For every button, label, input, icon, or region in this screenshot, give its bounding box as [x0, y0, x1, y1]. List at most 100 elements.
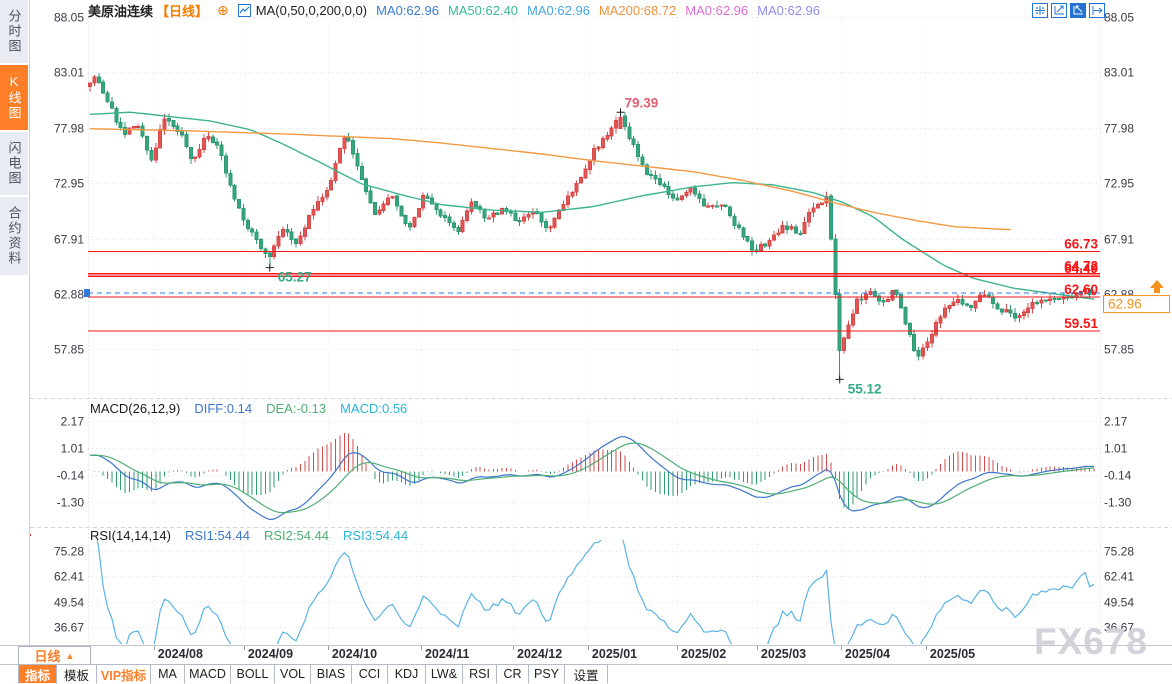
pan-right-tool-icon[interactable] — [1089, 3, 1105, 18]
ma0c-value: MA0:62.96 — [685, 2, 749, 18]
sidebar-tab-lightning[interactable]: 闪电图 — [0, 132, 28, 195]
macd-title: MACD(26,12,9) — [90, 401, 181, 416]
svg-text:72.95: 72.95 — [1104, 177, 1134, 191]
svg-text:88.05: 88.05 — [1104, 11, 1134, 25]
svg-text:36.67: 36.67 — [54, 621, 84, 635]
period-dropdown[interactable]: 日线 ▲ — [18, 646, 91, 665]
xaxis-label: 2024/11 — [424, 647, 470, 661]
svg-text:55.12: 55.12 — [848, 381, 882, 396]
zoom-in-tool-icon[interactable] — [1070, 3, 1086, 18]
last-price-tag: 62.96 — [1103, 280, 1170, 314]
svg-text:65.27: 65.27 — [278, 270, 312, 285]
xaxis-label: 2024/10 — [331, 647, 378, 661]
sidebar-tab-contract-info[interactable]: 合约资料 — [0, 197, 28, 275]
svg-text:49.54: 49.54 — [54, 596, 84, 610]
sidebar-tab-timeshare[interactable]: 分时图 — [0, 0, 28, 63]
toolbar-item-template[interactable]: 模板 — [57, 664, 97, 684]
svg-text:75.28: 75.28 — [1104, 545, 1134, 559]
rsi-title: RSI(14,14,14) — [90, 528, 171, 543]
xaxis-row: 日线 ▲ 2024/08 2024/09 2024/10 2024/11 2024/12… — [0, 645, 1172, 665]
xaxis-label: 2025/05 — [929, 647, 976, 661]
indicator-toolbar: 指标 模板 VIP指标 MA MACD BOLL VOL BIAS CCI KD… — [0, 664, 1172, 684]
ma0d-value: MA0:62.96 — [757, 2, 821, 18]
svg-text:62.88: 62.88 — [1104, 288, 1134, 302]
svg-text:75.28: 75.28 — [54, 545, 84, 559]
rsi3-value: RSI3:54.44 — [343, 528, 409, 543]
toolbar-item-cr[interactable]: CR — [497, 664, 529, 684]
xaxis-label: 2024/12 — [517, 647, 563, 661]
ma50-value: MA50:62.40 — [447, 2, 519, 18]
toolbar-item-psy[interactable]: PSY — [529, 664, 565, 684]
xaxis-label: 2025/01 — [591, 647, 638, 661]
toolbar-item-vip[interactable]: VIP指标 — [97, 664, 151, 684]
svg-text:77.98: 77.98 — [54, 122, 84, 136]
toolbar-item-macd[interactable]: MACD — [185, 664, 231, 684]
ma0-value: MA0:62.96 — [376, 2, 439, 18]
svg-text:77.98: 77.98 — [1104, 122, 1134, 136]
rsi2-value: RSI2:54.44 — [263, 528, 330, 543]
toolbar-item-bias[interactable]: BIAS — [311, 664, 352, 684]
svg-text:79.39: 79.39 — [624, 95, 658, 110]
period-tag: 【日线】 — [156, 3, 209, 19]
toolbar-item-cci[interactable]: CCI — [352, 664, 388, 684]
svg-text:59.51: 59.51 — [1064, 316, 1098, 331]
svg-text:72.95: 72.95 — [54, 177, 84, 191]
mini-chart-icon — [237, 3, 251, 17]
svg-text:83.01: 83.01 — [1104, 66, 1134, 80]
macd-dea-value: DEA:-0.13 — [266, 401, 327, 416]
svg-text:67.91: 67.91 — [1104, 233, 1134, 247]
rsi-header: RSI(14,14,14) RSI1:54.44 RSI2:54.44 RSI3… — [90, 528, 408, 543]
svg-text:1.01: 1.01 — [1104, 442, 1128, 456]
toolbar-item-ma[interactable]: MA — [151, 664, 185, 684]
svg-text:62.60: 62.60 — [1064, 282, 1098, 297]
toolbar-item-rsi[interactable]: RSI — [463, 664, 497, 684]
period-dropdown-arrow-icon: ▲ — [65, 650, 75, 661]
toolbar-item-settings[interactable]: 设置 — [565, 664, 608, 684]
svg-text:-1.30: -1.30 — [57, 496, 85, 510]
ma0b-value: MA0:62.96 — [527, 2, 590, 18]
period-dropdown-label: 日线 — [34, 649, 61, 664]
toolbar-item-lw[interactable]: LW& — [426, 664, 463, 684]
svg-text:83.01: 83.01 — [54, 66, 84, 80]
chart-header: 美原油连续 【日线】 ⊕ MA(0,50,0,200,0,0) MA0:62.9… — [88, 2, 821, 19]
svg-text:2.17: 2.17 — [61, 415, 85, 429]
price-panel — [88, 72, 1096, 380]
candles — [88, 72, 1096, 380]
svg-text:57.85: 57.85 — [54, 343, 84, 357]
xaxis-label: 2024/09 — [247, 647, 294, 661]
gridlines — [0, 17, 1172, 665]
rsi1-value: RSI1:54.44 — [184, 528, 250, 543]
macd-hist-value: MACD:0.56 — [340, 401, 408, 416]
svg-text:62.41: 62.41 — [54, 570, 84, 584]
svg-text:62.96: 62.96 — [1108, 297, 1142, 312]
xaxis-label: 2025/03 — [760, 647, 807, 661]
zoom-out-tool-icon[interactable] — [1051, 3, 1067, 18]
xaxis-label: 2025/04 — [844, 647, 891, 661]
svg-text:64.72: 64.72 — [1064, 259, 1098, 274]
macd-panel — [89, 432, 1095, 521]
left-sidebar: 分时图 K线图 闪电图 合约资料 — [0, 0, 30, 645]
svg-text:36.67: 36.67 — [1104, 621, 1134, 635]
svg-text:-1.30: -1.30 — [1104, 496, 1132, 510]
toolbar-item-vol[interactable]: VOL — [275, 664, 311, 684]
svg-text:-0.14: -0.14 — [1104, 469, 1132, 483]
macd-histogram — [89, 432, 1095, 509]
toolbar-item-kdj[interactable]: KDJ — [388, 664, 426, 684]
svg-text:67.91: 67.91 — [54, 233, 84, 247]
svg-text:57.85: 57.85 — [1104, 343, 1134, 357]
macd-diff-value: DIFF:0.14 — [194, 401, 253, 416]
plus-circle-icon[interactable]: ⊕ — [217, 2, 229, 18]
svg-text:1.01: 1.01 — [61, 442, 85, 456]
svg-text:88.05: 88.05 — [54, 11, 84, 25]
crosshair-tool-icon[interactable] — [1032, 3, 1048, 18]
svg-text:66.73: 66.73 — [1064, 237, 1098, 252]
toolbar-item-indicator[interactable]: 指标 — [18, 664, 57, 684]
xaxis-label: 2024/08 — [157, 647, 203, 661]
svg-text:62.41: 62.41 — [1104, 570, 1134, 584]
xaxis-label: 2025/02 — [680, 647, 727, 661]
sidebar-tab-kline[interactable]: K线图 — [0, 65, 28, 130]
toolbar-item-boll[interactable]: BOLL — [231, 664, 275, 684]
macd-header: MACD(26,12,9) DIFF:0.14 DEA:-0.13 MACD:0… — [90, 401, 407, 416]
